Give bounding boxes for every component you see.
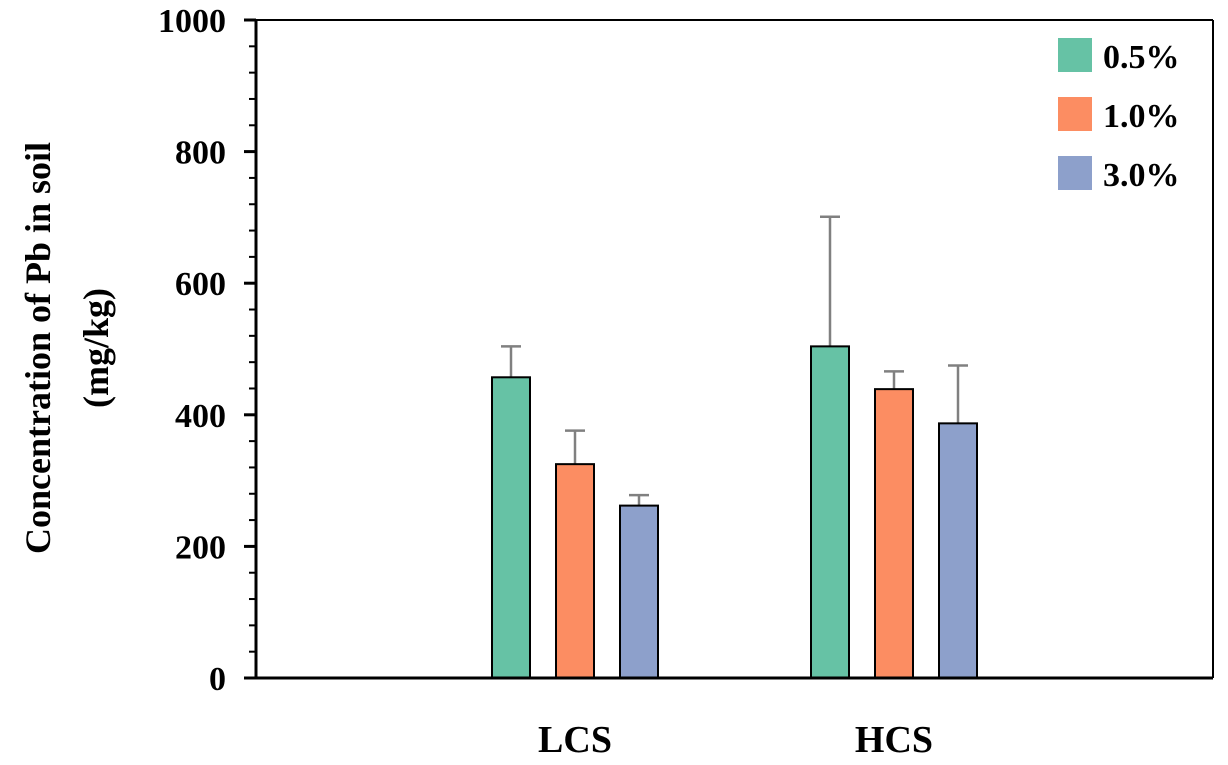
y-tick-label: 800 <box>175 135 226 172</box>
y-tick-label: 600 <box>175 266 226 303</box>
legend-label: 0.5% <box>1103 39 1180 76</box>
bar-HCS-0.5% <box>810 345 850 679</box>
y-tick-label: 1000 <box>158 3 226 40</box>
y-axis-label-line2: (mg/kg) <box>76 288 116 408</box>
y-tick-label: 200 <box>175 529 226 566</box>
x-tick-label: HCS <box>855 719 933 760</box>
bar-LCS-1.0% <box>555 463 595 679</box>
y-axis-label-line1: Concentration of Pb in soil <box>18 142 58 554</box>
legend-swatch <box>1058 38 1092 72</box>
x-tick-label: LCS <box>538 719 612 760</box>
y-axis-label: Concentration of Pb in soil (mg/kg) <box>18 142 116 554</box>
bar-LCS-0.5% <box>491 376 531 679</box>
legend-label: 1.0% <box>1103 98 1180 135</box>
legend-swatch <box>1058 156 1092 190</box>
legend-swatch <box>1058 97 1092 131</box>
y-tick-label: 400 <box>175 398 226 435</box>
y-tick-label: 0 <box>209 661 226 698</box>
legend-label: 3.0% <box>1103 157 1180 194</box>
bar-HCS-3.0% <box>938 422 978 679</box>
bar-LCS-3.0% <box>619 504 659 679</box>
bar-HCS-1.0% <box>874 388 914 679</box>
